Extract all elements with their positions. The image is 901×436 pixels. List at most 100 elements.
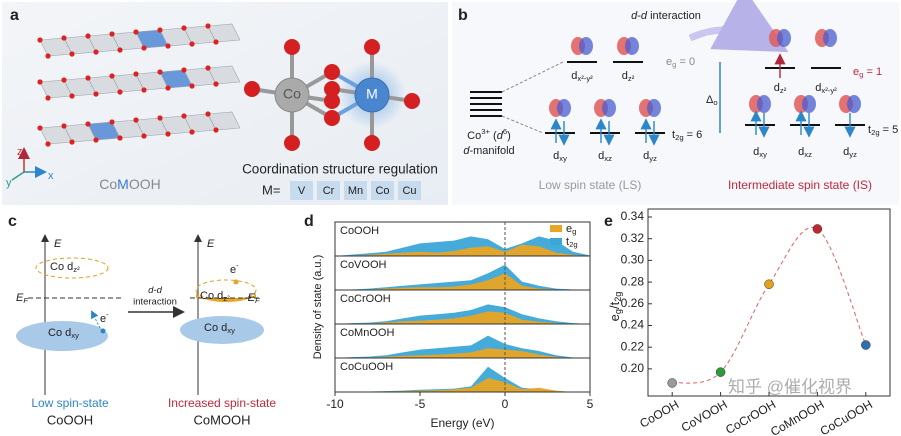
eg-count: eg = 0 xyxy=(666,56,695,69)
text-part: o xyxy=(713,98,717,107)
subplot-name: CoOOH xyxy=(340,225,379,237)
text-part: xy xyxy=(559,154,567,163)
subplot-name: CoMnOOH xyxy=(340,327,394,339)
x-tick-label: CoCuOOH xyxy=(818,397,875,436)
text-part: g xyxy=(859,70,863,79)
subplot-name: CoCrOOH xyxy=(340,293,391,305)
text-part: x²-y² xyxy=(821,86,837,95)
atom xyxy=(133,117,139,123)
atom xyxy=(157,115,163,121)
text-part: e xyxy=(100,313,106,325)
electron-label: e- xyxy=(230,261,239,276)
atom xyxy=(213,127,219,133)
lattice-tile xyxy=(207,23,241,43)
atom-label: Co xyxy=(283,86,301,102)
electron xyxy=(233,279,239,285)
y-tick-label: 0.20 xyxy=(621,361,645,375)
text-part: d xyxy=(553,150,559,162)
watermark: 知乎 @催化视界 xyxy=(728,377,852,396)
text-part: e xyxy=(607,314,622,321)
text-part: d xyxy=(463,145,470,157)
oxygen xyxy=(284,39,300,55)
lattice-tile xyxy=(207,111,241,131)
x-tick-label: CoOOH xyxy=(637,397,681,430)
orbital-label: dxy xyxy=(553,150,567,163)
text-part: ) xyxy=(507,130,511,142)
orbital-label: dx²-y² xyxy=(571,70,593,83)
text-part: d xyxy=(641,10,648,22)
orbital-label: dz² xyxy=(774,82,787,95)
orbital-label: Co dz² xyxy=(200,290,230,303)
orbital xyxy=(35,257,109,279)
text-part: d xyxy=(753,146,759,158)
dos-area xyxy=(335,304,590,324)
electron xyxy=(100,328,106,334)
y-axis-label: eg/t2g xyxy=(607,292,623,322)
atom xyxy=(157,27,163,33)
axis-arrow xyxy=(11,171,25,181)
text-part: - xyxy=(236,261,239,270)
text-part: M xyxy=(117,176,129,192)
text-part: e xyxy=(853,66,859,78)
point xyxy=(764,279,774,290)
atom xyxy=(205,65,211,71)
text-part: Δ xyxy=(706,94,714,106)
atom xyxy=(189,129,195,135)
eg-count: eg = 1 xyxy=(853,66,882,79)
atom xyxy=(213,81,219,87)
atom xyxy=(205,111,211,117)
y-axis-label: Density of state (a.u.) xyxy=(312,255,324,360)
atom xyxy=(141,87,147,93)
lattice xyxy=(37,23,241,147)
atom xyxy=(45,141,51,147)
subplot-name: CoVOOH xyxy=(340,259,387,271)
orbital-label: dyz xyxy=(643,150,657,163)
orbital xyxy=(16,321,108,351)
orbital-label: dz² xyxy=(622,70,635,83)
text-part: z² xyxy=(628,74,635,83)
text-part: F xyxy=(255,296,261,305)
text-part: 2g xyxy=(871,128,880,137)
atom xyxy=(109,31,115,37)
text-part: Co d xyxy=(200,290,223,302)
text-part: d xyxy=(622,70,628,82)
text-part: e xyxy=(566,223,572,235)
oxygen xyxy=(324,81,340,97)
text-part: Co xyxy=(99,176,117,192)
plot-frame xyxy=(647,208,891,397)
connector xyxy=(501,115,544,134)
atom xyxy=(45,95,51,101)
metal-label: V xyxy=(298,185,306,197)
state-label: Increased spin-state xyxy=(168,396,276,410)
text-part: 6 xyxy=(503,127,507,136)
metal-list: V Cr Mn Co Cu xyxy=(290,181,421,200)
x-tick-label: 0 xyxy=(502,397,509,411)
atom xyxy=(85,75,91,81)
atom xyxy=(165,131,171,137)
orbital-lobe xyxy=(757,95,771,113)
text-part: z² xyxy=(223,294,230,303)
text-part: Co d xyxy=(50,261,73,273)
text-part: yz xyxy=(649,154,657,163)
text-part: = 1 xyxy=(863,66,882,78)
text-part: Co xyxy=(467,130,481,142)
dd-arrow xyxy=(688,0,789,53)
panel-label: a xyxy=(10,7,19,24)
atom xyxy=(117,89,123,95)
orbital-label: Co dxy xyxy=(204,322,235,335)
molecule xyxy=(244,39,420,151)
atom xyxy=(141,45,147,51)
orbital-lobe xyxy=(823,29,837,47)
subplot-name: CoCuOOH xyxy=(340,361,393,373)
text-part: d xyxy=(643,150,649,162)
text-part: z² xyxy=(73,265,80,274)
orbital-label: dxz xyxy=(798,146,812,159)
text-part: d xyxy=(598,150,604,162)
oxygen xyxy=(324,110,340,126)
arrow-label: interaction xyxy=(133,297,177,308)
manifold-label: d-manifold xyxy=(463,145,514,157)
atom xyxy=(181,67,187,73)
orbital-lobe xyxy=(802,95,816,113)
text-part: d xyxy=(815,82,821,94)
